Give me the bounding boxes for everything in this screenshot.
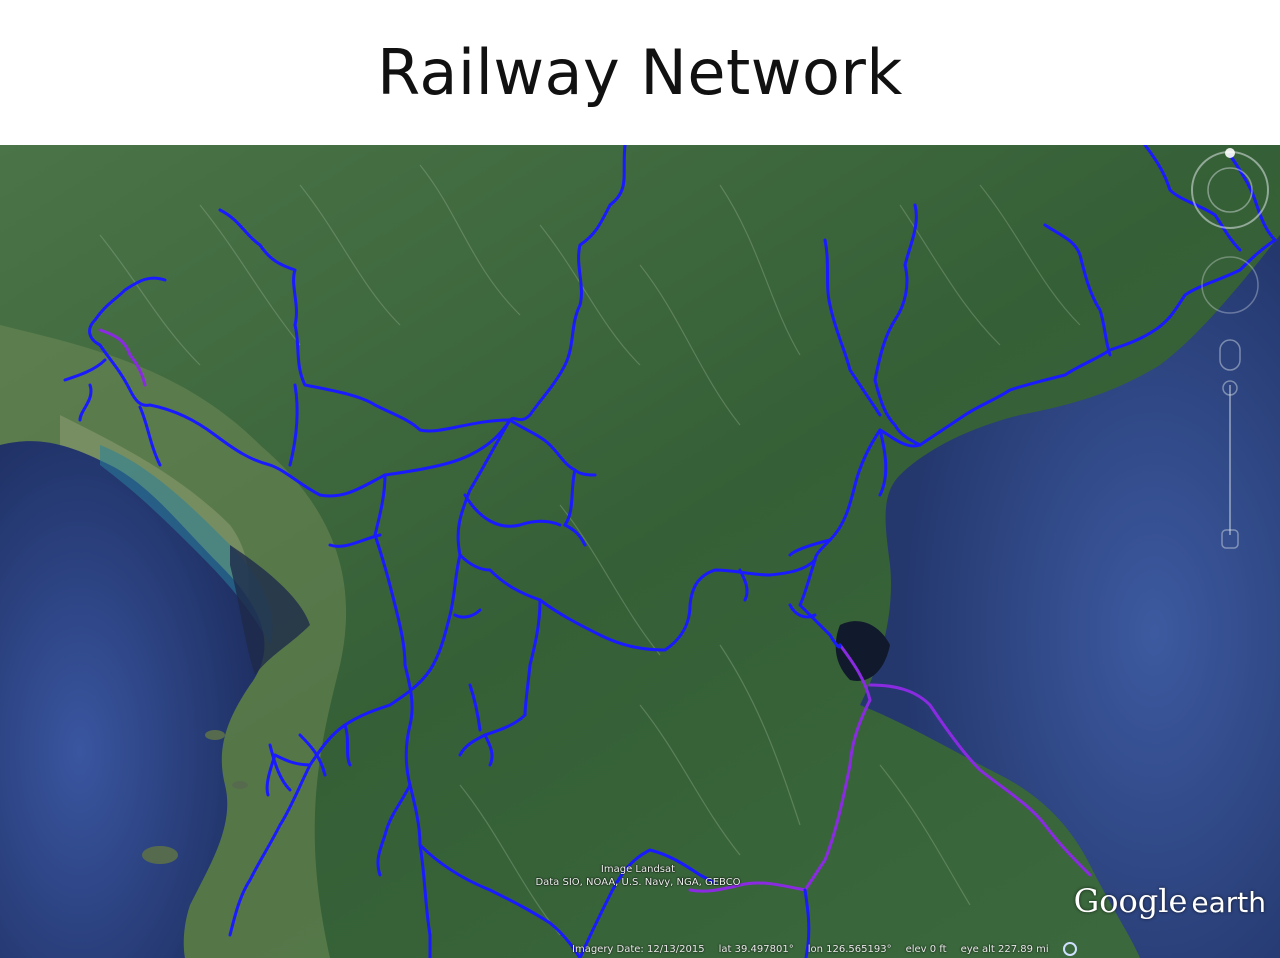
- logo-earth-text: earth: [1191, 886, 1266, 919]
- latitude-readout: lat 39.497801°: [718, 943, 794, 955]
- east-bay-dark: [835, 621, 890, 681]
- navigation-controls[interactable]: [1180, 145, 1280, 565]
- globe-icon[interactable]: [1062, 942, 1077, 956]
- mountain-ridges: [99, 164, 1081, 936]
- status-bar: Imagery Date: 12/13/2015 lat 39.497801° …: [560, 940, 1280, 958]
- eye-altitude-readout: eye alt 227.89 mi: [960, 943, 1049, 955]
- west-bay-dark: [230, 545, 310, 675]
- rail-main-lines: [63, 145, 1277, 958]
- compass-ring-icon[interactable]: [1191, 148, 1269, 229]
- zoom-slider-icon[interactable]: [1219, 339, 1241, 549]
- google-earth-logo: Google earth: [1074, 882, 1266, 920]
- west-bay-shallows: [100, 445, 273, 645]
- logo-google-text: Google: [1073, 882, 1188, 920]
- rail-secondary-lines: [98, 328, 1092, 893]
- east-sea: [860, 235, 1280, 958]
- satellite-map[interactable]: Image Landsat Data SIO, NOAA, U.S. Navy,…: [0, 145, 1280, 958]
- map-canvas: [0, 145, 1280, 958]
- look-joystick-icon[interactable]: [1201, 256, 1259, 314]
- slide-title-bar: Railway Network: [0, 0, 1280, 145]
- imagery-date: Imagery Date: 12/13/2015: [572, 943, 705, 955]
- attribution-line-1: Image Landsat: [600, 864, 676, 875]
- islands: [142, 730, 248, 864]
- page-title: Railway Network: [377, 36, 903, 109]
- west-sea: [0, 441, 265, 958]
- longitude-readout: lon 126.565193°: [807, 943, 892, 955]
- elevation-readout: elev 0 ft: [905, 943, 947, 955]
- attribution-line-2: Data SIO, NOAA, U.S. Navy, NGA, GEBCO: [535, 877, 741, 888]
- imagery-attribution: Image Landsat Data SIO, NOAA, U.S. Navy,…: [488, 863, 788, 889]
